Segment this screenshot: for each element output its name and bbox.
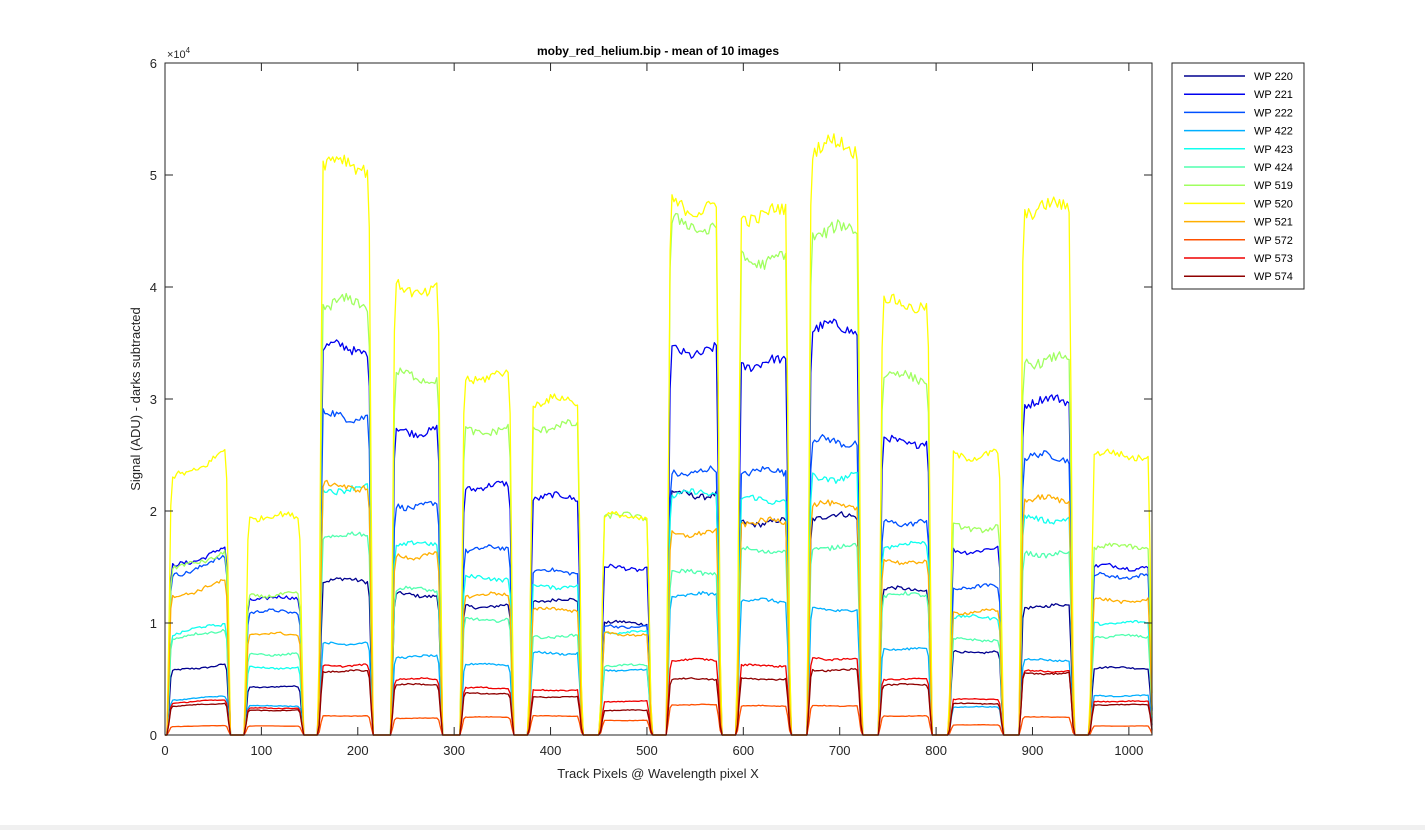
x-tick-label: 0 — [161, 743, 168, 758]
x-tick-label: 800 — [925, 743, 947, 758]
legend-label: WP 521 — [1254, 217, 1293, 229]
x-tick-label: 500 — [636, 743, 658, 758]
x-tick-label: 700 — [829, 743, 851, 758]
legend-label: WP 422 — [1254, 126, 1293, 138]
y-axis-label: Signal (ADU) - darks subtracted — [128, 307, 143, 491]
legend-label: WP 222 — [1254, 107, 1293, 119]
x-tick-label: 400 — [540, 743, 562, 758]
legend-label: WP 423 — [1254, 144, 1293, 156]
x-tick-label: 600 — [732, 743, 754, 758]
y-tick-label: 2 — [150, 504, 157, 519]
legend-label: WP 424 — [1254, 162, 1293, 174]
y-tick-label: 3 — [150, 392, 157, 407]
x-axis-label: Track Pixels @ Wavelength pixel X — [557, 766, 759, 781]
legend-label: WP 220 — [1254, 71, 1293, 83]
legend-box — [1171, 62, 1305, 290]
x-tick-label: 200 — [347, 743, 369, 758]
legend-label: WP 574 — [1254, 271, 1293, 283]
legend-label: WP 221 — [1254, 89, 1293, 101]
y-tick-label: 1 — [150, 616, 157, 631]
y-exponent-label: ×104 — [167, 46, 191, 61]
x-tick-label: 100 — [251, 743, 273, 758]
y-exponent-power: 4 — [186, 46, 191, 55]
legend: WP 220 WP 221 WP 222 WP 422 WP 423 WP 424 WP 5… — [1171, 62, 1305, 290]
y-tick-label: 6 — [150, 56, 157, 71]
x-tick-label: 1000 — [1114, 743, 1143, 758]
x-tick-label: 900 — [1022, 743, 1044, 758]
y-tick-label: 4 — [150, 280, 157, 295]
legend-label: WP 572 — [1254, 235, 1293, 247]
x-tick-label: 300 — [443, 743, 465, 758]
legend-label: WP 519 — [1254, 180, 1293, 192]
y-exponent-base: ×10 — [167, 49, 186, 61]
chart-title: moby_red_helium.bip - mean of 10 images — [537, 44, 779, 58]
legend-label: WP 520 — [1254, 198, 1293, 210]
x-axis: 0 100 200 300 400 500 600 700 800 900 1000 — [161, 63, 1143, 758]
y-axis: 0 1 2 3 4 5 6 — [150, 56, 1152, 743]
y-tick-label: 0 — [150, 728, 157, 743]
y-tick-label: 5 — [150, 168, 157, 183]
legend-label: WP 573 — [1254, 253, 1293, 265]
